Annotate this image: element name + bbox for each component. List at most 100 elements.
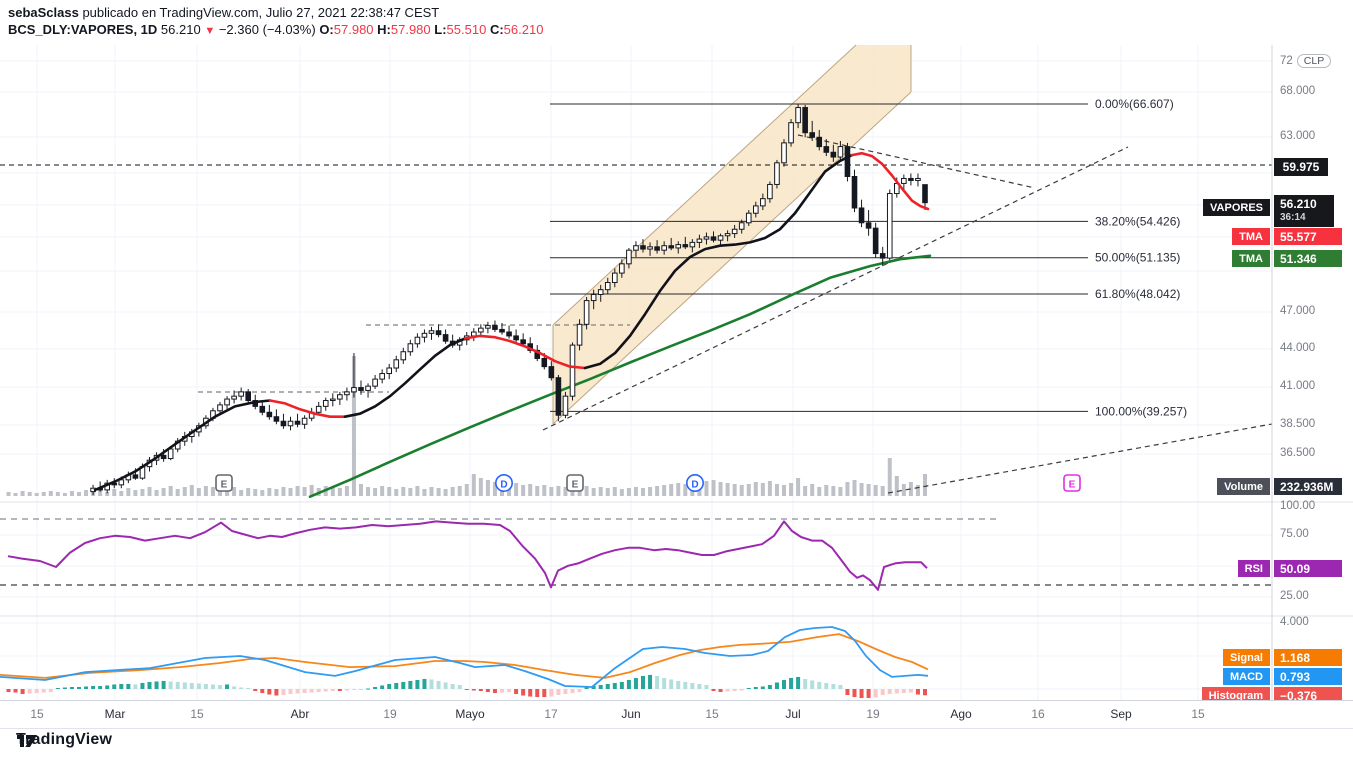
- tma-fast-name-badge[interactable]: TMA: [1232, 228, 1270, 245]
- candle-body[interactable]: [322, 400, 329, 407]
- candle-body[interactable]: [745, 212, 752, 224]
- candle-body[interactable]: [675, 244, 682, 249]
- time-tick-month[interactable]: Sep: [1110, 707, 1132, 721]
- candle-body[interactable]: [858, 207, 865, 224]
- rsi-line[interactable]: [7, 520, 928, 591]
- candle-body[interactable]: [231, 395, 237, 400]
- candle-body[interactable]: [562, 395, 569, 416]
- tma-fast-line[interactable]: [850, 151, 930, 211]
- candle-body[interactable]: [844, 146, 851, 177]
- time-tick-month[interactable]: Jul: [785, 707, 801, 721]
- candle-body[interactable]: [661, 245, 667, 251]
- candle-body[interactable]: [442, 334, 449, 342]
- candle-body[interactable]: [414, 336, 421, 345]
- trend-dashed-line[interactable]: [542, 146, 1129, 431]
- candle-body[interactable]: [160, 454, 167, 460]
- candle-body[interactable]: [287, 420, 294, 427]
- candle-body[interactable]: [619, 263, 625, 274]
- candle-body[interactable]: [301, 417, 308, 425]
- candle-body[interactable]: [548, 366, 555, 379]
- candle-body[interactable]: [626, 249, 632, 265]
- candle-body[interactable]: [851, 175, 858, 209]
- candle-body[interactable]: [922, 184, 928, 204]
- macd-line[interactable]: [0, 626, 929, 688]
- time-tick-month[interactable]: Ago: [950, 707, 972, 721]
- time-tick-day[interactable]: 17: [544, 707, 558, 721]
- candle-body[interactable]: [696, 238, 703, 243]
- candle-body[interactable]: [513, 335, 519, 341]
- candle-body[interactable]: [315, 405, 322, 413]
- candle-body[interactable]: [879, 253, 886, 259]
- candle-body[interactable]: [703, 236, 710, 240]
- dividend-marker[interactable]: [494, 473, 513, 492]
- tma-slow-name-badge[interactable]: TMA: [1232, 250, 1270, 267]
- time-tick-day[interactable]: 15: [705, 707, 719, 721]
- candle-body[interactable]: [760, 198, 766, 207]
- candle-body[interactable]: [908, 177, 914, 181]
- rsi-name-badge[interactable]: RSI: [1237, 560, 1270, 577]
- candle-body[interactable]: [273, 416, 280, 422]
- dividend-marker[interactable]: [685, 473, 704, 492]
- time-tick-day[interactable]: 15: [1191, 707, 1205, 721]
- candle-body[interactable]: [478, 327, 484, 333]
- earnings-marker[interactable]: [215, 474, 233, 492]
- candle-body[interactable]: [435, 330, 442, 336]
- candle-body[interactable]: [802, 107, 808, 134]
- candle-body[interactable]: [407, 343, 414, 353]
- candle-body[interactable]: [365, 385, 371, 391]
- candle-body[interactable]: [823, 146, 830, 153]
- earnings-marker[interactable]: [1063, 474, 1081, 492]
- candle-body[interactable]: [886, 193, 893, 259]
- candle-body[interactable]: [294, 420, 301, 425]
- tma-fast-line[interactable]: [343, 337, 467, 418]
- candle-body[interactable]: [351, 387, 357, 393]
- candle-body[interactable]: [633, 245, 639, 251]
- time-axis[interactable]: 15 Mar 15 Abr 19 Mayo 17 Jun 15 Jul 19 Ago 16 Sep 15: [0, 700, 1353, 729]
- candle-body[interactable]: [717, 235, 724, 241]
- alert-price-badge[interactable]: 59.975: [1274, 158, 1328, 176]
- time-tick-month[interactable]: Jun: [621, 707, 641, 721]
- candle-body[interactable]: [330, 398, 336, 402]
- candle-body[interactable]: [647, 246, 653, 250]
- time-tick-month[interactable]: Mayo: [455, 707, 485, 721]
- earnings-marker[interactable]: [566, 474, 584, 492]
- candle-body[interactable]: [266, 411, 273, 418]
- candle-body[interactable]: [753, 205, 759, 214]
- candle-body[interactable]: [167, 448, 174, 460]
- time-tick-day[interactable]: 19: [866, 707, 880, 721]
- candle-body[interactable]: [724, 233, 731, 237]
- candle-body[interactable]: [668, 245, 675, 249]
- candle-body[interactable]: [485, 325, 491, 329]
- candle-body[interactable]: [781, 142, 787, 164]
- candle-body[interactable]: [682, 244, 689, 248]
- tradingview-logo[interactable]: TradingView: [16, 731, 112, 749]
- volume-name-badge[interactable]: Volume: [1217, 478, 1270, 495]
- candle-body[interactable]: [604, 282, 611, 291]
- candle-body[interactable]: [217, 404, 223, 412]
- candle-body[interactable]: [224, 398, 230, 406]
- series-name-badge[interactable]: VAPORES: [1203, 199, 1270, 216]
- candle-body[interactable]: [689, 241, 696, 248]
- candle-body[interactable]: [238, 391, 244, 397]
- candle-body[interactable]: [358, 387, 364, 391]
- candle-body[interactable]: [499, 328, 505, 333]
- candle-body[interactable]: [132, 474, 139, 479]
- candle-body[interactable]: [492, 325, 498, 330]
- candle-body[interactable]: [541, 357, 548, 368]
- candle-body[interactable]: [774, 162, 780, 185]
- candle-body[interactable]: [569, 344, 576, 397]
- time-tick-day[interactable]: 15: [190, 707, 204, 721]
- histogram-name-badge[interactable]: Histogram: [1201, 687, 1270, 704]
- candle-body[interactable]: [576, 323, 583, 346]
- candle-body[interactable]: [400, 351, 407, 361]
- candle-body[interactable]: [506, 331, 512, 337]
- candle-body[interactable]: [612, 272, 618, 284]
- candle-body[interactable]: [830, 151, 837, 158]
- time-tick-day[interactable]: 19: [383, 707, 397, 721]
- currency-badge[interactable]: CLP: [1296, 54, 1332, 68]
- candle-body[interactable]: [837, 146, 844, 158]
- candle-body[interactable]: [872, 227, 879, 255]
- candle-body[interactable]: [915, 177, 921, 181]
- candle-body[interactable]: [795, 107, 801, 124]
